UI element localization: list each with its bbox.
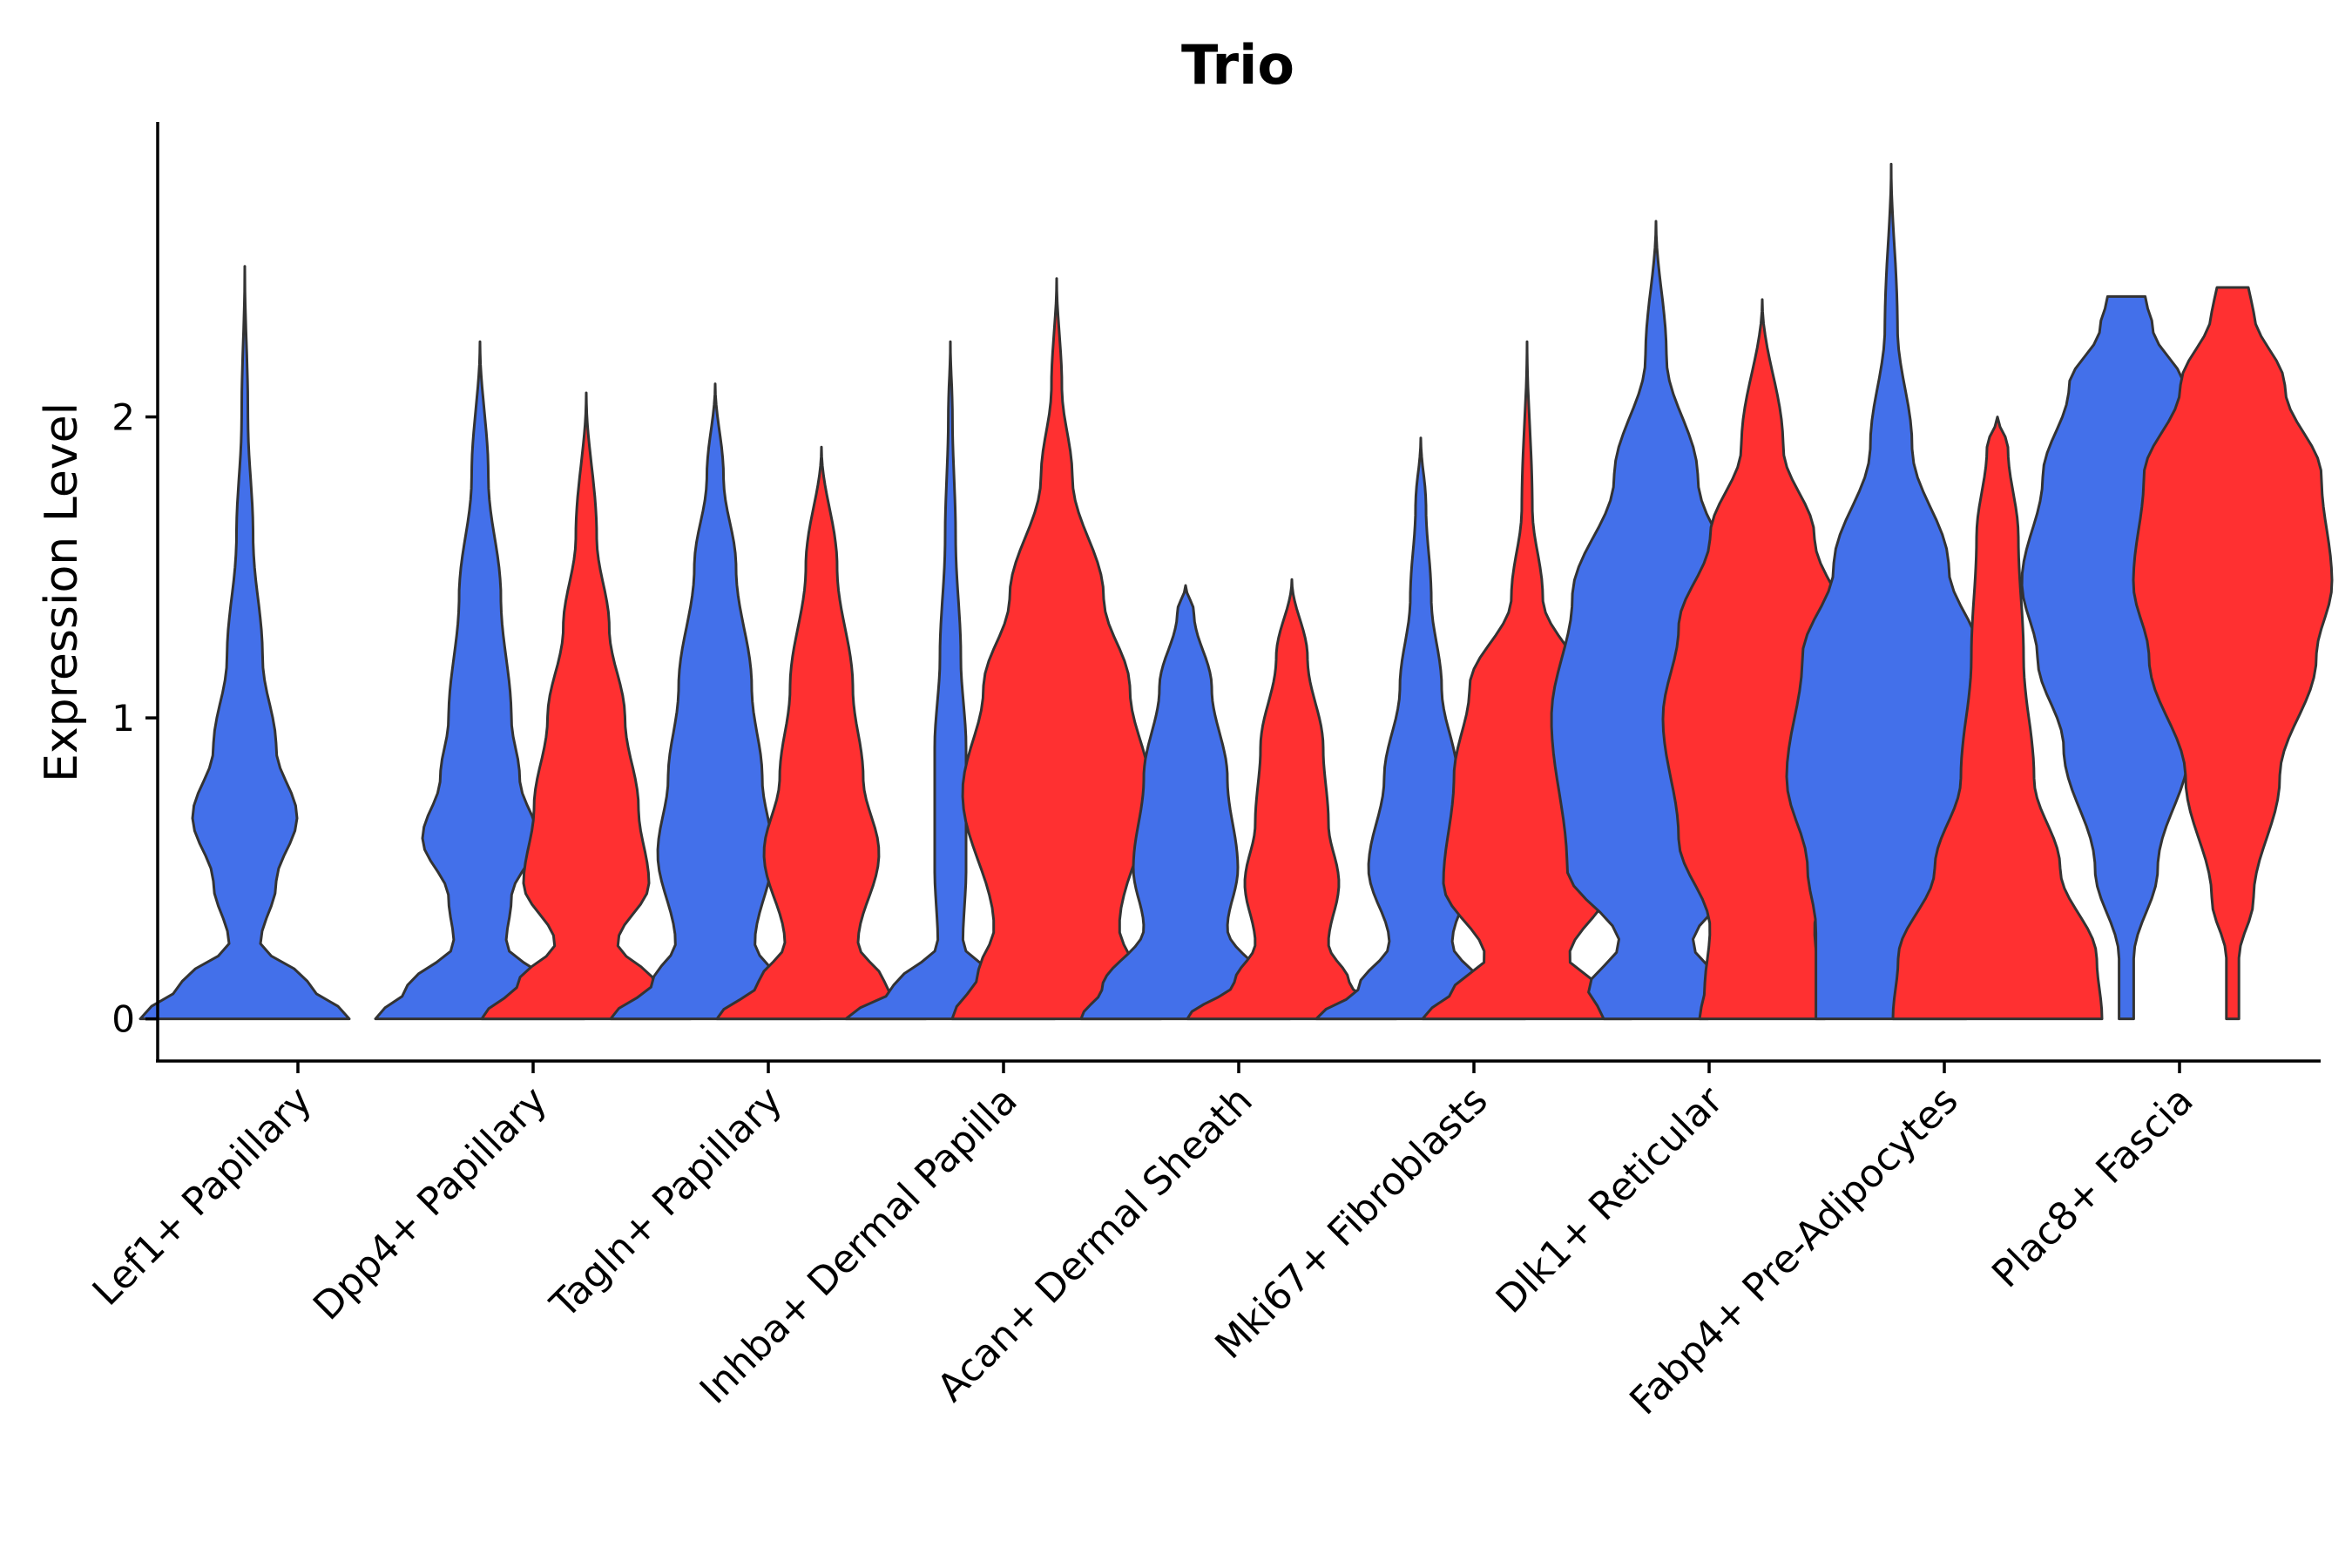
violin-group2-9 (2132, 286, 2334, 1021)
violins-layer (139, 162, 2334, 1021)
x-category-label: Dpp4+ Papillary (305, 1078, 556, 1329)
x-category-label: Lef1+ Papillary (84, 1078, 321, 1315)
y-axis-ticks: 0 1 2 (112, 396, 158, 1041)
violin-group2-4 (950, 277, 1163, 1021)
violin-group1-1 (139, 265, 351, 1021)
y-tick-label: 2 (112, 396, 135, 439)
x-category-label: Dlk1+ Reticular (1488, 1078, 1733, 1322)
x-category-label: Mki67+ Fibroblasts (1206, 1078, 1496, 1368)
violin-group2-3 (715, 445, 928, 1021)
x-category-label: Plac8+ Fascia (1984, 1078, 2202, 1297)
violin-group2-2 (480, 391, 693, 1021)
violin-group2-5 (1186, 578, 1398, 1021)
violin-group2-8 (1891, 416, 2104, 1021)
y-tick-label: 0 (112, 998, 135, 1041)
x-category-label: Tagln+ Papillary (542, 1078, 791, 1328)
y-axis-label: Expression Level (36, 402, 88, 782)
y-tick-label: 1 (112, 697, 135, 740)
chart-title: Trio (1181, 33, 1294, 97)
violin-group1-5 (1079, 584, 1292, 1021)
